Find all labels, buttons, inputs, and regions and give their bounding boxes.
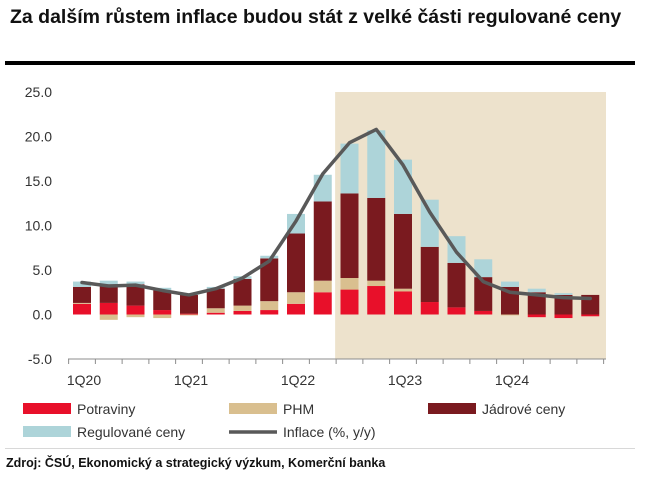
bar-phm — [73, 302, 91, 304]
bar-jadrove — [367, 197, 386, 281]
footer-divider — [5, 448, 635, 449]
bar-potraviny — [474, 310, 493, 315]
legend-swatch-jadrove — [428, 403, 476, 414]
bar-potraviny — [99, 302, 118, 315]
bar-potraviny — [340, 289, 359, 315]
x-tick-label: 1Q20 — [67, 372, 101, 388]
bar-jadrove — [99, 284, 118, 303]
bar-jadrove — [527, 292, 546, 315]
bar-regulovane — [99, 280, 118, 285]
bar-jadrove — [474, 277, 493, 311]
legend-label-jadrove: Jádrové ceny — [482, 401, 565, 417]
bar-phm — [313, 280, 332, 293]
legend-swatch-potraviny — [23, 403, 71, 414]
bar-potraviny — [206, 312, 225, 315]
bar-potraviny — [367, 286, 386, 315]
bar-regulovane — [73, 281, 91, 287]
bar-regulovane — [501, 281, 519, 287]
bar-phm — [367, 280, 386, 287]
bar-potraviny — [153, 310, 172, 315]
bar-phm — [153, 314, 172, 319]
bar-potraviny — [287, 303, 305, 315]
y-tick-label: 5.0 — [33, 262, 53, 278]
bar-phm — [394, 288, 412, 292]
bar-regulovane — [260, 255, 279, 259]
source-note: Zdroj: ČSÚ, Ekonomický a strategický výz… — [6, 456, 386, 470]
bar-phm — [340, 278, 359, 290]
bar-jadrove — [126, 284, 145, 306]
bar-potraviny — [527, 314, 546, 318]
bar-potraviny — [554, 314, 573, 319]
bar-phm — [180, 314, 198, 316]
bar-phm — [206, 308, 225, 313]
bar-regulovane — [420, 199, 439, 247]
bar-regulovane — [474, 259, 493, 278]
bar-jadrove — [153, 290, 172, 311]
y-tick-label: 25.0 — [25, 84, 52, 100]
inflation-line — [80, 127, 592, 301]
bar-phm — [126, 314, 145, 318]
y-tick-label: -5.0 — [28, 351, 52, 367]
bar-potraviny — [260, 310, 279, 315]
bar-potraviny — [233, 310, 252, 315]
y-tick-label: 15.0 — [25, 173, 52, 189]
bar-potraviny — [394, 291, 412, 315]
bar-jadrove — [287, 233, 305, 293]
title-divider — [5, 61, 635, 65]
bar-regulovane — [554, 293, 573, 295]
legend-label-inflace: Inflace (%, y/y) — [283, 424, 376, 440]
chart-title: Za dalším růstem inflace budou stát z ve… — [10, 6, 622, 28]
x-tick-label: 1Q22 — [281, 372, 315, 388]
bar-potraviny — [581, 314, 600, 317]
bar-jadrove — [313, 201, 332, 281]
bar-phm — [99, 314, 118, 320]
bar-jadrove — [447, 262, 466, 308]
legend-swatch-phm — [229, 403, 277, 414]
bar-potraviny — [180, 313, 198, 315]
chart-area: 25.0 20.0 15.0 10.0 5.0 0.0 -5.0 1Q20 1Q21 1Q22 1Q… — [23, 84, 606, 440]
legend-label-phm: PHM — [283, 401, 314, 417]
bar-phm — [501, 314, 519, 316]
bar-potraviny — [126, 305, 145, 315]
bar-regulovane — [367, 130, 386, 198]
bar-phm — [260, 301, 279, 311]
bar-jadrove — [554, 294, 573, 315]
legend-swatch-regulovane — [23, 426, 71, 437]
bar-potraviny — [313, 292, 332, 315]
bar-jadrove — [233, 278, 252, 306]
bar-jadrove — [340, 193, 359, 279]
y-tick-label: 10.0 — [25, 218, 52, 234]
bar-jadrove — [260, 258, 279, 302]
bar-jadrove — [394, 213, 412, 289]
bar-potraviny — [73, 303, 91, 315]
bar-jadrove — [420, 246, 439, 303]
bar-jadrove — [180, 294, 198, 314]
y-tick-label: 0.0 — [33, 307, 53, 323]
x-tick-label: 1Q24 — [495, 372, 529, 388]
legend-label-regulovane: Regulované ceny — [77, 424, 185, 440]
x-tick-label: 1Q23 — [388, 372, 422, 388]
bar-potraviny — [447, 307, 466, 315]
legend-label-potraviny: Potraviny — [77, 401, 135, 417]
bar-jadrove — [73, 286, 91, 303]
bar-regulovane — [340, 143, 359, 194]
y-tick-label: 20.0 — [25, 129, 52, 145]
bar-regulovane — [527, 288, 546, 293]
x-tick-label: 1Q21 — [174, 372, 208, 388]
bar-phm — [233, 305, 252, 311]
bar-regulovane — [126, 281, 145, 285]
bar-jadrove — [206, 288, 225, 309]
bar-phm — [287, 292, 305, 304]
bar-potraviny — [420, 302, 439, 315]
